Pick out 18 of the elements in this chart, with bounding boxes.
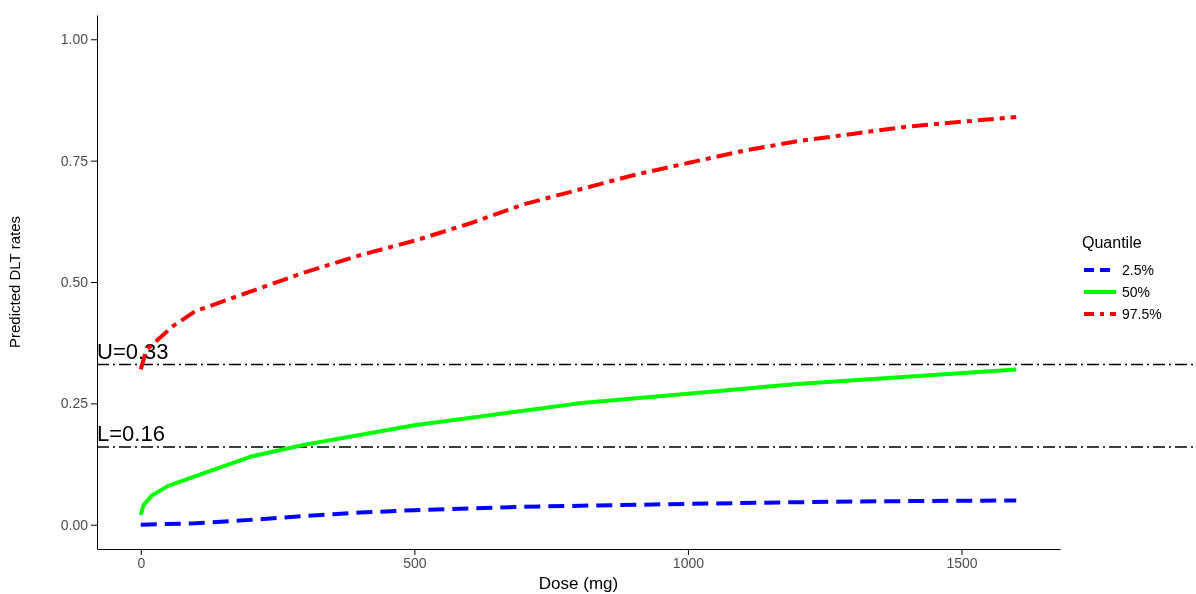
legend-label: 2.5%	[1122, 262, 1154, 278]
x-tick-label: 0	[137, 554, 146, 571]
y-tick-label: 0.75	[60, 152, 89, 169]
y-tick-label: 1.00	[60, 31, 89, 48]
line-series	[138, 498, 1019, 527]
legend-label: 50%	[1122, 284, 1151, 300]
y-axis-title: Predicted DLT rates	[6, 215, 23, 349]
x-tick-label: 1500	[946, 554, 978, 571]
legend-title: Quantile	[1082, 234, 1142, 251]
x-tick-label: 1000	[672, 554, 705, 571]
x-tick-label: 500	[403, 554, 427, 571]
y-tick-label: 0.25	[60, 395, 89, 412]
ref-line-label: L=0.16	[97, 421, 165, 447]
x-axis-title: Dose (mg)	[538, 574, 619, 593]
ref-line-label: U=0.33	[97, 338, 169, 364]
y-tick-label: 0.50	[60, 273, 89, 290]
legend-label: 97.5%	[1122, 306, 1162, 322]
y-tick-label: 0.00	[60, 516, 89, 533]
